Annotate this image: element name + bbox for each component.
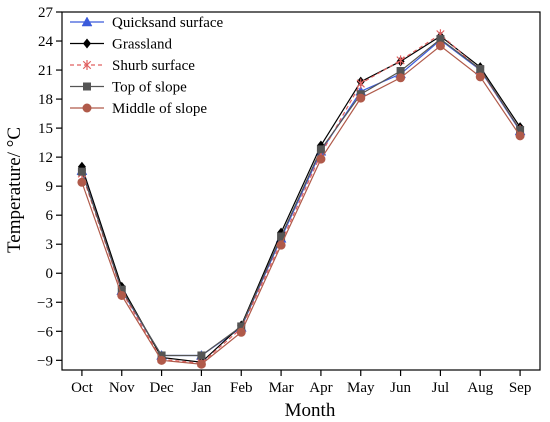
legend-label: Quicksand surface	[112, 15, 224, 31]
y-tick-label: 6	[46, 208, 54, 224]
data-point	[475, 72, 485, 82]
y-tick-label: −9	[37, 353, 53, 369]
x-tick-label: Mar	[269, 380, 294, 396]
y-tick-label: 12	[38, 150, 53, 166]
x-tick-label: Nov	[109, 380, 135, 396]
x-tick-label: Feb	[230, 380, 253, 396]
y-tick-label: 0	[46, 266, 54, 282]
data-point	[316, 154, 326, 164]
legend: Quicksand surface Grassland Shurb surface T…	[70, 15, 224, 117]
y-tick-label: 15	[38, 121, 53, 137]
y-tick-label: 21	[38, 63, 53, 79]
data-point	[436, 35, 445, 44]
series-line	[81, 33, 521, 364]
x-tick-label: Dec	[150, 380, 174, 396]
data-point	[157, 355, 167, 365]
axes: −9 −6 −3 0 3 6 9 12 15 18 21 24 27 Oct Nov Dec Jan Feb Mar…	[37, 5, 531, 396]
series-line	[81, 45, 521, 365]
y-tick-label: −3	[37, 295, 53, 311]
x-tick-label: Jun	[390, 380, 411, 396]
data-point	[476, 65, 485, 74]
data-point	[316, 145, 325, 154]
y-tick-label: −6	[37, 324, 53, 340]
x-axis-title: Month	[285, 400, 336, 421]
legend-label: Middle of slope	[112, 101, 207, 117]
data-point	[435, 41, 445, 51]
x-tick-label: Jul	[432, 380, 450, 396]
y-tick-label: 3	[46, 237, 54, 253]
data-point	[516, 126, 525, 135]
x-tick-label: May	[347, 380, 375, 396]
data-point	[157, 351, 166, 360]
plot-frame	[61, 11, 541, 371]
legend-swatch-marker	[82, 60, 92, 70]
data-point	[77, 167, 86, 176]
x-tick-label: Oct	[71, 380, 93, 396]
x-tick-label: Sep	[509, 380, 532, 396]
data-point	[117, 285, 126, 294]
series-line	[81, 38, 521, 357]
legend-label: Shurb surface	[112, 58, 195, 74]
data-point	[277, 232, 286, 241]
legend-label: Grassland	[112, 37, 172, 53]
y-tick-label: 9	[46, 179, 54, 195]
data-point	[197, 351, 206, 360]
plot-area	[61, 11, 541, 371]
x-tick-label: Apr	[309, 380, 332, 396]
data-point	[396, 73, 406, 83]
y-tick-label: 18	[38, 92, 53, 108]
y-tick-label: 27	[38, 5, 54, 21]
data-point	[356, 93, 366, 103]
data-point	[117, 290, 127, 300]
series-layer	[76, 29, 526, 369]
data-point	[515, 131, 525, 141]
legend-swatch-marker	[83, 38, 91, 49]
data-point	[396, 55, 405, 66]
data-point	[396, 67, 405, 76]
data-point	[77, 177, 87, 187]
legend-swatch-marker	[83, 82, 91, 91]
x-tick-label: Aug	[467, 380, 493, 396]
legend-swatch-marker	[81, 16, 93, 27]
data-point	[356, 78, 365, 89]
data-point	[237, 322, 246, 331]
y-axis-title: Temperature/ °C	[4, 127, 25, 253]
y-tick-label: 24	[38, 34, 54, 50]
data-point	[196, 359, 206, 369]
series-5	[77, 41, 525, 369]
data-point	[276, 240, 286, 250]
data-point	[236, 327, 246, 337]
x-tick-label: Jan	[191, 380, 211, 396]
legend-swatch-marker	[82, 103, 92, 113]
legend-label: Top of slope	[112, 80, 187, 96]
